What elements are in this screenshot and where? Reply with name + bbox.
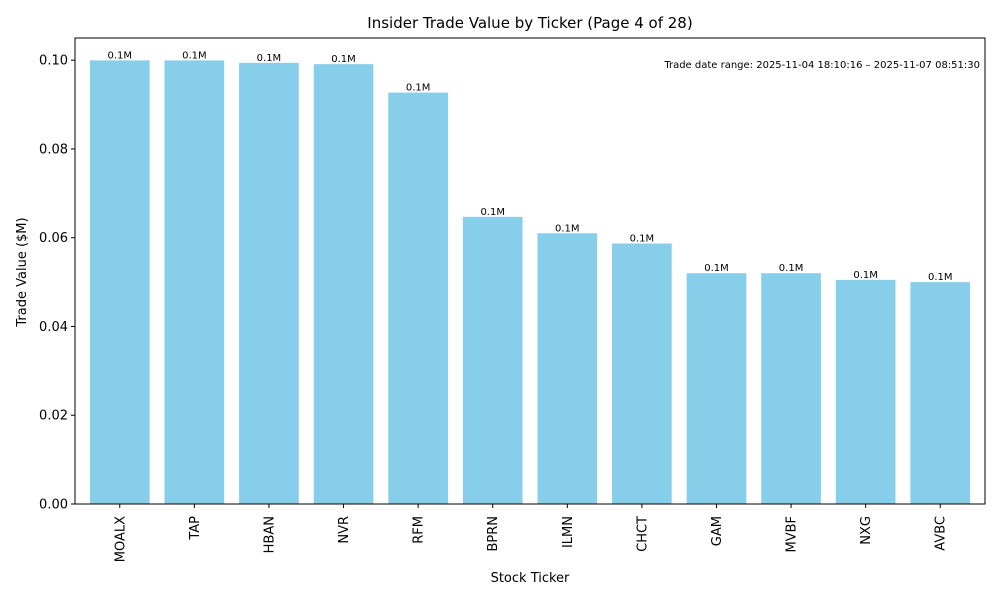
bar-value-label: 0.1M: [704, 263, 729, 274]
x-tick-label-chct: CHCT: [635, 516, 650, 552]
x-tick-label-tap: TAP: [188, 516, 203, 541]
bar-value-label: 0.1M: [480, 207, 505, 218]
bar-avbc: [910, 282, 971, 504]
bar-hban: [239, 62, 299, 504]
bar-value-label: 0.1M: [853, 270, 878, 281]
bar-value-label: 0.1M: [555, 223, 580, 234]
y-tick-label: 0.02: [39, 409, 68, 424]
y-tick-label: 0.04: [39, 320, 68, 335]
x-tick-label-rfm: RFM: [412, 516, 427, 544]
bars-group: [89, 60, 971, 505]
bar-labels-group: 0.1M 0.1M 0.1M 0.1M 0.1M 0.1M 0.1M 0.1M 0.1M 0.1M…: [107, 50, 952, 283]
bar-value-label: 0.1M: [107, 50, 132, 61]
bar-value-label: 0.1M: [257, 53, 282, 64]
x-tick-label-nvr: NVR: [337, 516, 352, 544]
y-axis-label: Trade Value ($M): [15, 217, 30, 327]
x-tick-label-nxg: NXG: [859, 516, 874, 545]
x-axis-ticks: MOALX TAP HBAN NVR RFM BPRN ILMN CHCT GAM MVBF NXG…: [113, 504, 949, 562]
x-tick-label-hban: HBAN: [262, 516, 277, 553]
x-tick-label-bprn: BPRN: [486, 516, 501, 552]
x-axis-label: Stock Ticker: [491, 571, 570, 586]
bar-value-label: 0.1M: [928, 272, 953, 283]
x-tick-label-gam: GAM: [710, 516, 725, 546]
y-tick-label: 0.08: [39, 142, 68, 157]
date-range-annotation: Trade date range: 2025-11-04 18:10:16 – …: [663, 60, 980, 71]
bar-chct: [612, 243, 672, 504]
bar-bprn: [462, 216, 523, 505]
bar-value-label: 0.1M: [630, 233, 655, 244]
bar-tap: [164, 60, 225, 504]
bar-value-label: 0.1M: [406, 83, 431, 94]
bar-value-label: 0.1M: [779, 263, 804, 274]
y-tick-label: 0.06: [39, 231, 68, 246]
bar-nxg: [835, 279, 896, 504]
bar-mvbf: [761, 273, 821, 504]
x-tick-label-avbc: AVBC: [934, 516, 949, 551]
x-tick-label-moalx: MOALX: [113, 516, 128, 562]
y-tick-label: 0.10: [39, 54, 68, 69]
bar-value-label: 0.1M: [182, 50, 207, 61]
plot-frame: [74, 37, 986, 505]
y-tick-label: 0.00: [39, 498, 68, 513]
x-tick-label-ilmn: ILMN: [561, 516, 576, 548]
bar-gam: [686, 273, 747, 504]
bar-ilmn: [537, 233, 598, 504]
bar-value-label: 0.1M: [331, 54, 356, 65]
chart-title: Insider Trade Value by Ticker (Page 4 of…: [367, 14, 692, 32]
y-axis-ticks: 0.00 0.02 0.04 0.06 0.08 0.10: [39, 54, 75, 513]
bar-rfm: [388, 92, 448, 505]
bar-nvr: [313, 64, 374, 505]
x-tick-label-mvbf: MVBF: [785, 516, 800, 553]
bar-moalx: [89, 60, 150, 504]
